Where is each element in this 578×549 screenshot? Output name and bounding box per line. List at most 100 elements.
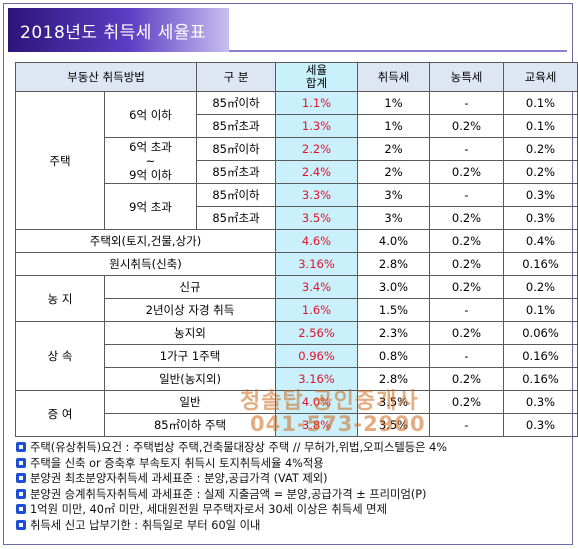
row-total-rate: 1.3% [275,114,358,138]
row-acq-tax: 2% [357,160,430,184]
row-farm-tax: - [429,183,504,207]
row-farm-tax: - [429,298,504,322]
table-row: 주택 6억 이하 85㎡이하 1.1% 1% - 0.1% [15,91,578,230]
row-farm-tax: 0.2% [429,114,504,138]
row-total-rate: 2.56% [275,321,358,345]
notes-list: 주택(유상취득)요건 : 주택법상 주택,건축물대장상 주택 // 무허가,위법… [16,440,447,534]
row-label: 원시취득(신축) [15,252,276,276]
table-row: 9억 초과 85㎡이하 3.3% 3% - 0.3% [16,183,578,230]
row-area: 85㎡이하 [196,91,276,115]
row-total-rate: 4.6% [275,229,358,253]
row-acq-tax: 3.5% [357,390,430,414]
row-edu-tax: 0.16% [503,344,578,368]
row-label: 일반(농지외) [104,367,276,391]
row-acq-tax: 2% [357,137,430,161]
note-text: 분양권 승계취득자취득세 과세표준 : 실제 지출금액 = 분양,공급가격 ± … [30,487,427,501]
row-edu-tax: 0.3% [503,183,578,207]
row-farm-tax: - [429,413,504,437]
group-gift: 증 여 [15,390,105,437]
header-total-rate: 세율 합계 [275,62,358,92]
row-total-rate: 2.4% [275,160,358,184]
row-total-rate: 3.4% [275,275,358,299]
table-row: 상 속 농지외 2.56% 2.3% 0.2% 0.06% [15,321,578,391]
row-edu-tax: 0.2% [503,137,578,161]
row-edu-tax: 0.3% [503,206,578,230]
row-edu-tax: 0.4% [503,229,578,253]
group-price-6-9: 6억 초과 ~9억 이하 [104,137,197,184]
row-acq-tax: 3% [357,206,430,230]
row-area: 85㎡초과 [196,160,276,184]
table-row: 2년이상 자경 취득 1.6% 1.5% - 0.1% [16,298,578,322]
row-acq-tax: 2.8% [357,367,430,391]
title-bar: 2018년도 취득세 세율표 [8,8,229,52]
row-acq-tax: 3% [357,183,430,207]
row-farm-tax: - [429,344,504,368]
row-farm-tax: 0.2% [429,229,504,253]
row-farm-tax: 0.2% [429,390,504,414]
row-acq-tax: 1.5% [357,298,430,322]
header-method: 부동산 취득방법 [15,62,197,92]
note-text: 주택을 신축 or 증축후 부속토지 취득시 토지취득세율 4%적용 [30,456,324,470]
square-bullet-icon [16,519,26,530]
table-row: 주택외(토지,건물,상가) 4.6% 4.0% 0.2% 0.4% [15,229,578,253]
row-edu-tax: 0.3% [503,413,578,437]
row-edu-tax: 0.16% [503,252,578,276]
row-total-rate: 3.3% [275,183,358,207]
header-farm-tax: 농특세 [429,62,504,92]
row-area: 85㎡초과 [196,114,276,138]
row-acq-tax: 1% [357,114,430,138]
row-acq-tax: 2.3% [357,321,430,345]
watermark-name: 청솔탑 공인중개사 [240,389,419,414]
header-category: 구 분 [196,62,276,92]
row-area: 85㎡이하 [196,183,276,207]
row-total-rate: 2.2% [275,137,358,161]
row-label: 주택외(토지,건물,상가) [15,229,276,253]
row-label: 1가구 1주택 [104,344,276,368]
group-housing: 주택 [15,91,105,230]
group-price-9: 9억 초과 [104,183,197,230]
row-acq-tax: 4.0% [357,229,430,253]
row-farm-tax: - [429,137,504,161]
row-label: 2년이상 자경 취득 [104,298,276,322]
row-area: 85㎡이하 [196,137,276,161]
square-bullet-icon [16,473,26,484]
page-title: 2018년도 취득세 세율표 [20,23,207,43]
row-label: 농지외 [104,321,276,345]
note-item: 분양권 승계취득자취득세 과세표준 : 실제 지출금액 = 분양,공급가격 ± … [16,487,447,503]
table-header-row: 부동산 취득방법 구 분 세율 합계 취득세 농특세 교육세 [15,62,578,92]
table-row: 일반(농지외) 3.16% 2.8% 0.2% 0.16% [16,367,578,391]
row-edu-tax: 0.2% [503,160,578,184]
row-farm-tax: 0.2% [429,206,504,230]
row-acq-tax: 0.8% [357,344,430,368]
table-row: 원시취득(신축) 3.16% 2.8% 0.2% 0.16% [15,252,578,276]
row-total-rate: 1.6% [275,298,358,322]
row-total-rate: 1.1% [275,91,358,115]
row-farm-tax: 0.2% [429,321,504,345]
row-acq-tax: 2.8% [357,252,430,276]
row-area: 85㎡초과 [196,206,276,230]
note-item: 분양권 최초분양자취득세 과세표준 : 분양,공급가격 (VAT 제외) [16,471,447,487]
row-edu-tax: 0.3% [503,390,578,414]
row-label: 신규 [104,275,276,299]
row-edu-tax: 0.16% [503,367,578,391]
row-farm-tax: 0.2% [429,367,504,391]
row-acq-tax: 1% [357,91,430,115]
row-edu-tax: 0.06% [503,321,578,345]
note-text: 1억원 미만, 40㎡ 미만, 세대원전원 무주택자로서 30세 이상은 취득세… [30,503,387,517]
square-bullet-icon [16,457,26,468]
square-bullet-icon [16,504,26,515]
note-text: 취득세 신고 납부기한 : 취득일로 부터 60일 이내 [30,518,261,532]
group-inherit: 상 속 [15,321,105,391]
row-edu-tax: 0.2% [503,275,578,299]
square-bullet-icon [16,442,26,452]
header-edu-tax: 교육세 [503,62,578,92]
header-acq-tax: 취득세 [357,62,430,92]
table-row: 농 지 신규 3.4% 3.0% 0.2% 0.2% [15,275,578,322]
row-total-rate: 3.16% [275,252,358,276]
note-text: 분양권 최초분양자취득세 과세표준 : 분양,공급가격 (VAT 제외) [30,472,328,486]
note-item: 1억원 미만, 40㎡ 미만, 세대원전원 무주택자로서 30세 이상은 취득세… [16,502,447,518]
note-item: 주택을 신축 or 증축후 부속토지 취득시 토지취득세율 4%적용 [16,456,447,472]
square-bullet-icon [16,488,26,499]
row-farm-tax: 0.2% [429,160,504,184]
table-row: 85㎡이하 주택 3.8% 3.5% - 0.3% [16,413,578,437]
